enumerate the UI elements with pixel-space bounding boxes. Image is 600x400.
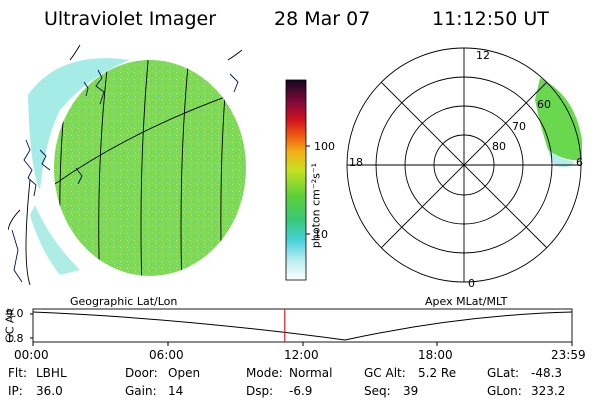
- status-flt-value: LBHL: [36, 366, 67, 380]
- status-door-value: Open: [168, 366, 201, 380]
- status-ip-key: IP:: [8, 384, 23, 398]
- altitude-ytick-low: 1.8: [6, 332, 24, 345]
- date-label: 28 Mar 07: [274, 8, 371, 30]
- status-gain-value: 14: [168, 384, 184, 398]
- status-dsp-value: -6.9: [289, 384, 313, 398]
- status-gcalt-value: 5.2 Re: [418, 366, 457, 380]
- polar-label-bottom: 0: [468, 277, 475, 290]
- status-glon-value: 323.2: [531, 384, 566, 398]
- xtick-2359: 23:59: [551, 348, 586, 362]
- polar-lat-80: 80: [492, 140, 506, 153]
- colorbar: [285, 79, 307, 281]
- polar-label-right: 6: [576, 156, 583, 169]
- polar-plot: [346, 47, 582, 283]
- xtick-1200: 12:00: [284, 348, 319, 362]
- altitude-ytick-high: 9.0: [6, 307, 24, 320]
- geographic-image: [8, 44, 246, 285]
- status-mode-key: Mode:: [246, 366, 283, 380]
- polar-label-left: 18: [349, 156, 363, 169]
- colorbar-label-100: 100: [314, 140, 335, 153]
- status-mode-value: Normal: [289, 366, 333, 380]
- geographic-panel-label: Geographic Lat/Lon: [70, 295, 178, 308]
- status-dsp-key: Dsp:: [246, 384, 274, 398]
- status-gcalt-key: GC Alt:: [364, 366, 406, 380]
- status-door-key: Door:: [125, 366, 158, 380]
- status-flt-key: Flt:: [8, 366, 27, 380]
- polar-lat-60: 60: [537, 98, 551, 111]
- polar-label-top: 12: [476, 49, 490, 62]
- earth-disk: [54, 60, 246, 276]
- status-seq-key: Seq:: [364, 384, 391, 398]
- xtick-0000: 00:00: [14, 348, 49, 362]
- altitude-plot: [30, 308, 573, 346]
- status-gain-key: Gain:: [125, 384, 157, 398]
- instrument-title: Ultraviolet Imager: [44, 8, 217, 30]
- colorbar-label-10: 10: [314, 228, 328, 241]
- colorbar-unit-label: photon cm⁻²s⁻¹: [309, 162, 323, 249]
- xtick-0600: 06:00: [149, 348, 184, 362]
- status-ip-value: 36.0: [36, 384, 63, 398]
- apex-panel-label: Apex MLat/MLT: [425, 295, 508, 308]
- status-seq-value: 39: [403, 384, 419, 398]
- status-glat-value: -48.3: [531, 366, 563, 380]
- time-label: 11:12:50 UT: [432, 8, 549, 30]
- status-glat-key: GLat:: [487, 366, 520, 380]
- xtick-1800: 18:00: [418, 348, 453, 362]
- status-glon-key: GLon:: [487, 384, 522, 398]
- polar-lat-70: 70: [512, 120, 526, 133]
